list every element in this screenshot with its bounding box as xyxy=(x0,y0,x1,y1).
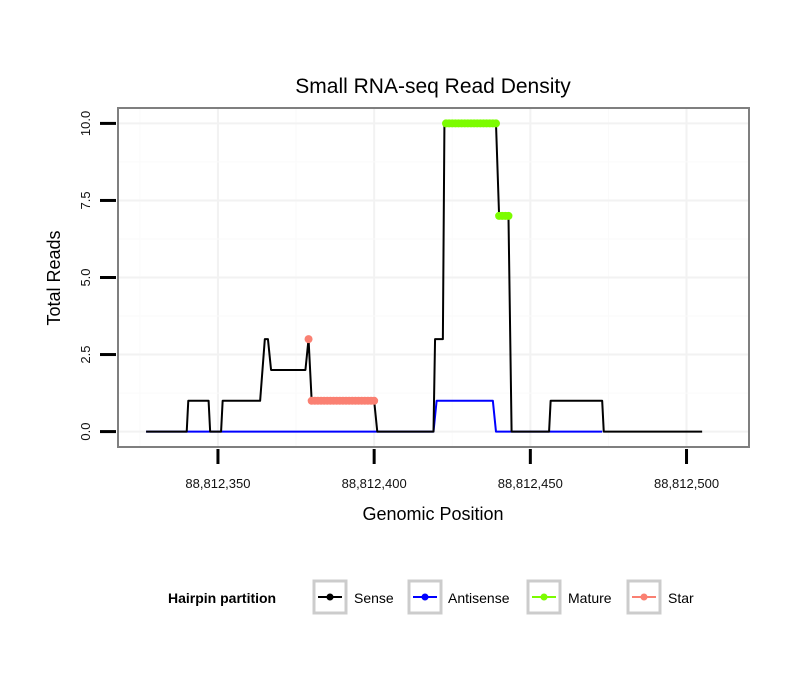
y-tick-label: 2.5 xyxy=(78,346,93,364)
x-tick-label: 88,812,500 xyxy=(654,476,719,491)
plot-panel xyxy=(117,107,750,448)
legend: Hairpin partition Sense Antisense Mature… xyxy=(168,579,694,615)
marker-layer xyxy=(304,119,513,405)
x-tick-label: 88,812,450 xyxy=(498,476,563,491)
data-point-star xyxy=(304,335,313,344)
y-tick-label: 10.0 xyxy=(78,111,93,136)
legend-entry-mature: Mature xyxy=(526,579,612,615)
legend-entry-sense: Sense xyxy=(312,579,394,615)
legend-entry-star: Star xyxy=(626,579,694,615)
legend-dot-star xyxy=(640,593,648,601)
plot-border xyxy=(117,107,750,448)
chart-title: Small RNA-seq Read Density xyxy=(295,75,571,98)
legend-title: Hairpin partition xyxy=(168,590,276,606)
x-axis-title: Genomic Position xyxy=(362,504,503,524)
x-tick-label: 88,812,350 xyxy=(185,476,250,491)
y-axis-title: Total Reads xyxy=(44,230,64,325)
data-point-mature xyxy=(491,119,500,128)
legend-dot-mature xyxy=(540,593,548,601)
legend-dot-antisense xyxy=(421,593,429,601)
legend-label-star: Star xyxy=(668,590,694,606)
y-tick-label: 5.0 xyxy=(78,268,93,286)
data-point-mature xyxy=(504,211,513,220)
x-tick-label: 88,812,400 xyxy=(342,476,407,491)
x-axis: 88,812,350 88,812,400 88,812,450 88,812,500 xyxy=(185,449,719,491)
legend-label-antisense: Antisense xyxy=(448,590,510,606)
y-tick-label: 0.0 xyxy=(78,423,93,441)
legend-label-mature: Mature xyxy=(568,590,612,606)
y-tick-label: 7.5 xyxy=(78,191,93,209)
legend-dot-sense xyxy=(326,593,334,601)
legend-entry-antisense: Antisense xyxy=(407,579,510,615)
data-point-star xyxy=(370,396,379,405)
legend-label-sense: Sense xyxy=(354,590,394,606)
y-axis: 0.0 2.5 5.0 7.5 10.0 xyxy=(78,111,116,441)
